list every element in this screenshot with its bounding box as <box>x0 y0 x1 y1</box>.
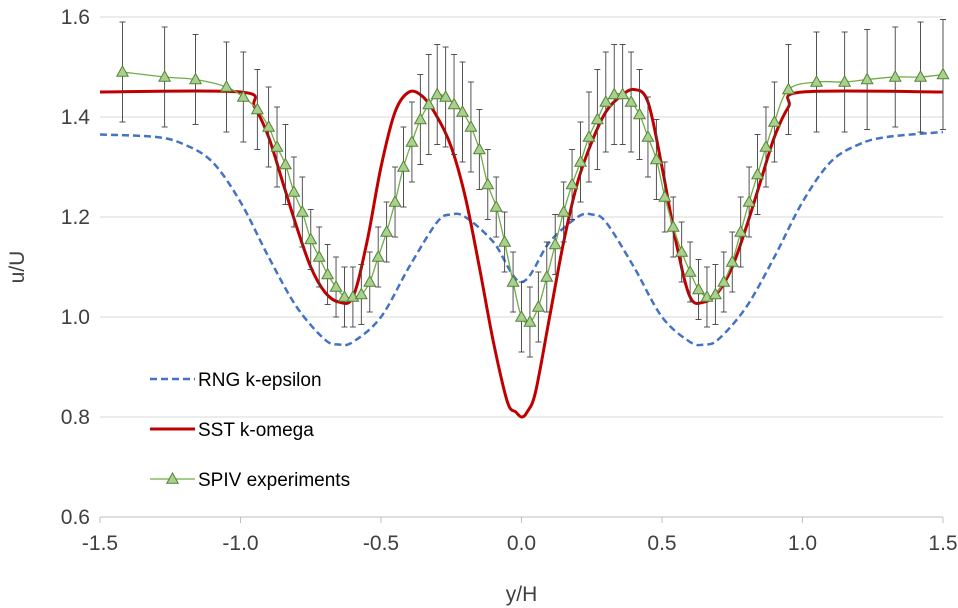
spiv-marker <box>430 87 444 100</box>
spiv-marker <box>565 177 579 190</box>
spiv-marker <box>337 289 352 302</box>
spiv-marker <box>304 232 318 245</box>
spiv-marker <box>506 274 520 287</box>
x-tick-label: 1.0 <box>788 532 817 555</box>
spiv-marker <box>708 287 722 300</box>
series-spiv-experiments <box>122 71 944 324</box>
x-tick-label: 0.5 <box>647 532 676 555</box>
spiv-marker <box>287 184 301 197</box>
spiv-marker <box>354 287 368 300</box>
legend-marker-spiv <box>165 471 180 484</box>
spiv-marker <box>250 102 264 115</box>
spiv-marker <box>649 152 663 165</box>
series-sst-k-omega <box>99 87 944 419</box>
spiv-marker <box>936 67 950 80</box>
y-tick-label: 1.2 <box>61 206 90 229</box>
spiv-marker <box>481 177 495 190</box>
spiv-marker <box>860 72 874 85</box>
legend-label: RNG k-epsilon <box>198 370 322 391</box>
gridlines <box>100 16 943 418</box>
spiv-marker <box>219 79 234 92</box>
y-tick-label: 0.6 <box>61 506 90 529</box>
spiv-marker <box>363 274 377 287</box>
spiv-marker <box>455 104 470 117</box>
y-tick-label: 1.6 <box>61 6 90 29</box>
spiv-marker <box>422 97 436 110</box>
spiv-marker <box>888 69 902 82</box>
spiv-marker <box>371 249 385 262</box>
y-tick-label: 1.4 <box>61 106 91 129</box>
spiv-marker <box>913 69 928 82</box>
spiv-marker <box>548 237 562 250</box>
spiv-marker <box>312 249 326 262</box>
legend-label: SPIV experiments <box>198 470 350 491</box>
spiv-marker <box>781 82 796 95</box>
spiv-marker <box>632 107 647 120</box>
spiv-marker <box>413 112 427 125</box>
spiv-marker <box>641 129 655 142</box>
spiv-marker <box>388 194 402 207</box>
spiv-marker <box>270 139 284 152</box>
x-axis-title: y/H <box>506 583 538 606</box>
series-layer <box>99 19 950 419</box>
x-tick-label: -0.5 <box>363 532 399 555</box>
y-tick-label: 0.8 <box>61 406 90 429</box>
spiv-marker <box>599 94 613 107</box>
spiv-marker <box>540 269 554 282</box>
spiv-marker <box>158 69 172 82</box>
spiv-marker <box>750 167 765 180</box>
spiv-marker <box>447 97 461 110</box>
spiv-marker <box>734 224 748 237</box>
tick-labels: 0.6 0.8 1.0 1.2 1.4 1.6 -1.5 -1.0 -0.5 0.0 0.5 1.0 1… <box>61 6 958 555</box>
spiv-marker <box>236 89 250 102</box>
spiv-marker <box>590 112 604 125</box>
spiv-marker <box>658 189 672 202</box>
spiv-marker <box>607 87 621 100</box>
spiv-marker <box>489 199 503 212</box>
spiv-marker <box>329 279 343 292</box>
spiv-marker <box>380 224 394 237</box>
spiv-marker <box>464 119 478 132</box>
x-tick-label: -1.0 <box>222 532 258 555</box>
y-tick-label: 1.0 <box>61 306 90 329</box>
spiv-marker <box>405 134 419 147</box>
spiv-marker <box>675 244 689 257</box>
spiv-marker <box>573 154 588 167</box>
spiv-marker <box>188 72 203 85</box>
axes <box>99 516 944 523</box>
spiv-marker <box>616 87 630 100</box>
spiv-marker <box>498 234 512 247</box>
spiv-marker <box>717 274 731 287</box>
spiv-marker <box>624 94 638 107</box>
spiv-marker <box>439 89 453 102</box>
spiv-marker <box>396 159 411 172</box>
spiv-marker <box>683 264 697 277</box>
x-tick-label: -1.5 <box>82 532 118 555</box>
spiv-marker <box>557 204 571 217</box>
spiv-marker <box>759 139 773 152</box>
spiv-marker <box>691 282 706 295</box>
spiv-marker <box>514 309 529 322</box>
spiv-marker <box>666 219 680 232</box>
spiv-marker <box>725 254 739 267</box>
y-axis-title: u/U <box>6 251 29 284</box>
legend: RNG k-epsilon SST k-omega SPIV experiments <box>150 370 350 491</box>
x-tick-label: 1.5 <box>928 532 957 555</box>
spiv-marker <box>472 142 486 155</box>
spiv-marker <box>742 194 756 207</box>
spiv-marker <box>523 314 537 327</box>
legend-label: SST k-omega <box>198 420 314 441</box>
spiv-marker <box>767 114 781 127</box>
spiv-marker <box>531 299 545 312</box>
spiv-marker <box>838 74 852 87</box>
spiv-marker <box>295 204 309 217</box>
x-tick-label: 0.0 <box>507 532 536 555</box>
spiv-marker <box>262 119 276 132</box>
spiv-marker <box>278 157 293 170</box>
spiv-marker <box>582 129 596 142</box>
spiv-marker <box>321 267 335 280</box>
spiv-marker <box>115 64 130 77</box>
spiv-marker <box>809 74 824 87</box>
